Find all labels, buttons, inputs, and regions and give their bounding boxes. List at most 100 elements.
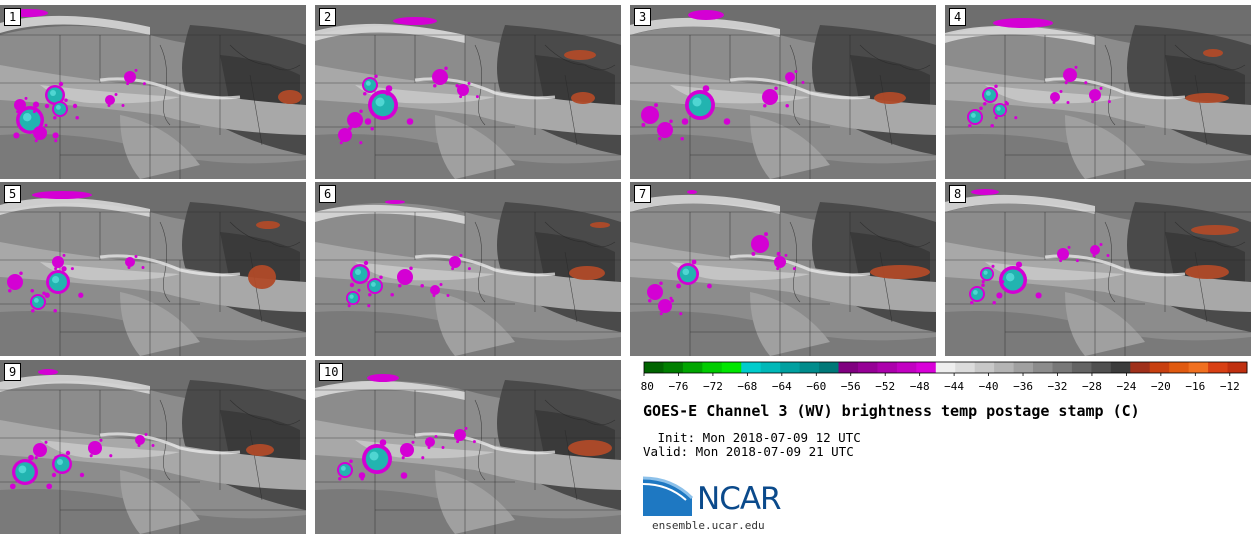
colorbar-tick-label: −60 — [806, 380, 826, 393]
postage-stamp-panel: 1 — [0, 5, 306, 179]
boundary-line — [229, 44, 301, 71]
postage-stamp-panel: 5 — [0, 182, 306, 356]
convection-cluster — [751, 235, 769, 253]
convection-cluster — [7, 274, 23, 290]
boundary-line — [544, 221, 616, 248]
cold-top-region — [1185, 265, 1229, 279]
cold-top-region — [870, 265, 930, 279]
convection-cluster — [347, 112, 363, 128]
convection-cluster — [641, 106, 659, 124]
boundary-line — [1194, 251, 1208, 323]
convection-cluster — [397, 269, 413, 285]
init-time: Init: Mon 2018-07-09 12 UTC — [650, 430, 861, 445]
colorbar-swatch — [1052, 362, 1073, 373]
colorbar-swatch — [935, 362, 956, 373]
postage-stamp-panel: 7 — [630, 182, 936, 356]
colorbar-swatch — [760, 362, 781, 373]
postage-stamp-panel: 9 — [0, 360, 306, 534]
cold-top-region — [1203, 49, 1223, 57]
panel-map — [315, 360, 621, 534]
convection-cluster — [45, 85, 65, 105]
colorbar-swatch — [721, 362, 742, 373]
colorbar-swatch — [1169, 362, 1190, 373]
colorbar: −80 −76 −72 −68 −64 −60 −56 −52 −48 −44 −40 −36 −32 −… — [634, 360, 1251, 394]
cold-top-region — [246, 444, 274, 456]
convection-cluster — [993, 103, 1007, 117]
convection-cluster — [14, 99, 26, 111]
colorbar-tick-label: −20 — [1151, 380, 1171, 393]
panel-number-label: 2 — [319, 8, 337, 26]
colorbar-swatch — [857, 362, 878, 373]
colorbar-swatch — [1208, 362, 1229, 373]
cold-top-region — [564, 50, 596, 60]
boundary-line — [564, 74, 578, 146]
convection-cluster — [677, 263, 699, 285]
colorbar-swatch — [644, 362, 664, 373]
postage-stamp-panel: 3 — [630, 5, 936, 179]
colorbar-tick-label: −56 — [841, 380, 861, 393]
convection-cluster — [454, 429, 466, 441]
colorbar-tick-label: −28 — [1082, 380, 1102, 393]
colorbar-swatch — [1149, 362, 1170, 373]
panel-map — [315, 182, 621, 356]
panel-number-label: 6 — [319, 185, 337, 203]
postage-stamp-panel: 10 — [315, 360, 621, 534]
boundary-line — [159, 399, 171, 481]
convection-cluster — [88, 441, 102, 455]
convection-cluster — [657, 122, 673, 138]
cold-top-region — [568, 440, 612, 456]
convection-cluster — [12, 459, 38, 485]
convection-cluster — [52, 256, 64, 268]
convection-cluster — [350, 264, 370, 284]
convection-cluster — [430, 285, 440, 295]
valid-time: Valid: Mon 2018-07-09 21 UTC — [643, 444, 854, 459]
boundary-line — [859, 221, 931, 248]
colorbar-swatch — [955, 362, 976, 373]
convection-cluster — [362, 77, 378, 93]
convection-cluster — [982, 87, 998, 103]
boundary-line — [1104, 221, 1116, 303]
cold-top-region — [256, 221, 280, 229]
convection-cluster — [449, 256, 461, 268]
panel-map — [0, 182, 306, 356]
convection-cluster — [30, 294, 46, 310]
panel-map — [945, 5, 1251, 179]
convection-cluster — [105, 95, 115, 105]
panel-number-label: 3 — [634, 8, 652, 26]
convection-cluster — [46, 270, 70, 294]
convection-cluster — [1063, 68, 1077, 82]
colorbar-tick-label: −40 — [979, 380, 999, 393]
colorbar-tick-label: −72 — [703, 380, 723, 393]
cold-top-region — [569, 266, 605, 280]
convection-cluster — [999, 266, 1027, 294]
convection-cluster — [1050, 92, 1060, 102]
colorbar-swatch — [1188, 362, 1209, 373]
cold-top-region — [590, 222, 610, 228]
ensemble-url: ensemble.ucar.edu — [652, 519, 765, 532]
colorbar-swatch — [974, 362, 995, 373]
colorbar-tick-label: −48 — [910, 380, 930, 393]
colorbar-tick-label: −24 — [1116, 380, 1136, 393]
colorbar-tick-label: −32 — [1048, 380, 1068, 393]
convection-cluster — [1089, 89, 1101, 101]
convection-cluster — [432, 69, 448, 85]
cold-top-region — [571, 92, 595, 104]
postage-stamp-panel: 2 — [315, 5, 621, 179]
panel-number-label: 4 — [949, 8, 967, 26]
convection-cluster — [457, 84, 469, 96]
panel-map — [0, 360, 306, 534]
colorbar-swatch — [741, 362, 762, 373]
colorbar-swatch — [799, 362, 820, 373]
colorbar-swatch — [1130, 362, 1151, 373]
colorbar-swatch — [877, 362, 898, 373]
colorbar-tick-label: −80 — [641, 380, 654, 393]
boundary-line — [249, 74, 263, 146]
convection-cluster — [33, 443, 47, 457]
postage-stamp-panel: 8 — [945, 182, 1251, 356]
colorbar-swatch — [702, 362, 723, 373]
colorbar-swatch — [838, 362, 859, 373]
convection-cluster — [658, 299, 672, 313]
boundary-line — [879, 251, 893, 323]
convection-cluster — [967, 109, 983, 125]
cold-top-region — [248, 265, 276, 289]
